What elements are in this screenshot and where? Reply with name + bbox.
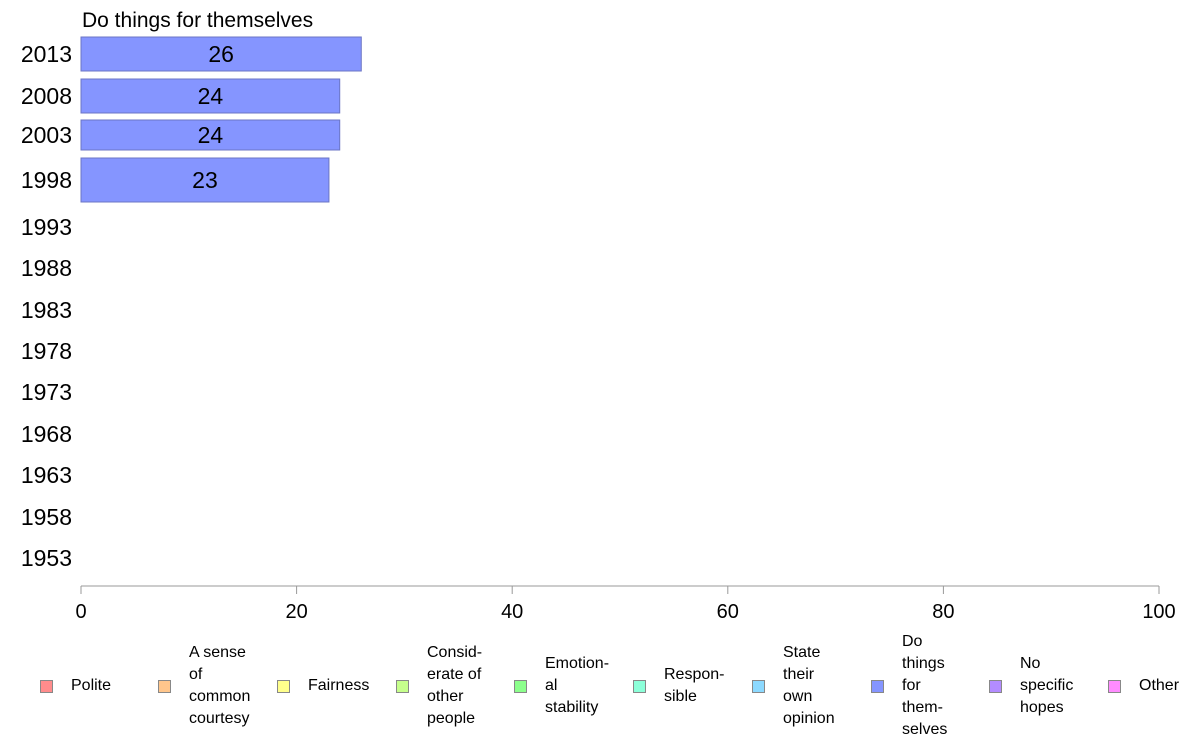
legend-swatch xyxy=(277,679,290,693)
legend-item: Consid- erate of other people xyxy=(396,636,482,736)
legend-swatch xyxy=(752,679,765,693)
legend-swatch xyxy=(396,679,409,693)
legend-label: Fairness xyxy=(308,677,370,694)
legend-label: Do things for them- selves xyxy=(902,633,948,738)
y-tick-label-1988: 1988 xyxy=(21,255,72,281)
legend-label: No specific hopes xyxy=(1020,655,1074,716)
bar-2013 xyxy=(80,36,362,72)
y-tick-label-1978: 1978 xyxy=(21,338,72,364)
y-tick-label-1958: 1958 xyxy=(21,504,72,530)
legend-label: Polite xyxy=(71,677,112,694)
bar-2003 xyxy=(80,119,341,151)
legend-label: Emotion- al stability xyxy=(545,655,610,716)
legend-item: A sense of common courtesy xyxy=(158,636,250,736)
legend-swatch xyxy=(40,679,53,693)
legend-label: A sense of common courtesy xyxy=(189,644,251,727)
bar-2008 xyxy=(80,78,341,114)
data-label-1998: 23 xyxy=(192,167,218,193)
x-tick-label-60: 60 xyxy=(717,601,739,623)
legend-item: Other xyxy=(1108,636,1179,736)
legend-swatch xyxy=(514,679,527,693)
y-tick-label-2008: 2008 xyxy=(21,83,72,109)
y-axis-labels: 2013 2008 2003 1998 1993 1988 1983 1978 1973 1968… xyxy=(21,41,72,571)
legend-swatch xyxy=(633,679,646,693)
y-tick-label-2013: 2013 xyxy=(21,41,72,67)
legend-swatch xyxy=(1108,679,1121,693)
x-tick-label-100: 100 xyxy=(1142,601,1175,623)
y-tick-label-1953: 1953 xyxy=(21,545,72,571)
x-tick-label-20: 20 xyxy=(285,601,307,623)
legend-item: No specific hopes xyxy=(989,636,1073,736)
data-label-2008: 24 xyxy=(198,83,224,109)
legend: Polite A sense of common courtesy Fairness… xyxy=(0,633,1188,738)
legend-item: State their own opinion xyxy=(752,636,835,736)
y-tick-label-1983: 1983 xyxy=(21,297,72,323)
legend-label: Respon- sible xyxy=(664,666,725,705)
x-tick-label-80: 80 xyxy=(932,601,954,623)
chart-title: Do things for themselves xyxy=(82,9,313,32)
bars-group: 26 24 24 23 xyxy=(80,36,362,203)
data-label-2013: 26 xyxy=(208,41,234,67)
y-tick-label-1993: 1993 xyxy=(21,214,72,240)
data-label-2003: 24 xyxy=(198,122,224,148)
y-tick-label-2003: 2003 xyxy=(21,122,72,148)
legend-item: Fairness xyxy=(277,636,369,736)
legend-swatch xyxy=(158,679,171,693)
legend-swatch xyxy=(871,679,884,693)
legend-item: Emotion- al stability xyxy=(514,636,609,736)
legend-item: Respon- sible xyxy=(633,636,724,736)
x-tick-label-0: 0 xyxy=(75,601,86,623)
x-tick-label-40: 40 xyxy=(501,601,523,623)
y-tick-label-1963: 1963 xyxy=(21,462,72,488)
legend-item: Polite xyxy=(40,636,111,736)
legend-label: Other xyxy=(1139,677,1180,694)
x-axis-ticks: 0 20 40 60 80 100 xyxy=(75,586,1176,623)
legend-swatch xyxy=(989,679,1002,693)
y-tick-label-1973: 1973 xyxy=(21,379,72,405)
y-tick-label-1968: 1968 xyxy=(21,421,72,447)
y-tick-label-1998: 1998 xyxy=(21,167,72,193)
bar-1998 xyxy=(80,157,330,203)
legend-label: Consid- erate of other people xyxy=(427,644,483,727)
legend-label: State their own opinion xyxy=(783,644,835,727)
legend-item: Do things for them- selves xyxy=(871,633,947,738)
